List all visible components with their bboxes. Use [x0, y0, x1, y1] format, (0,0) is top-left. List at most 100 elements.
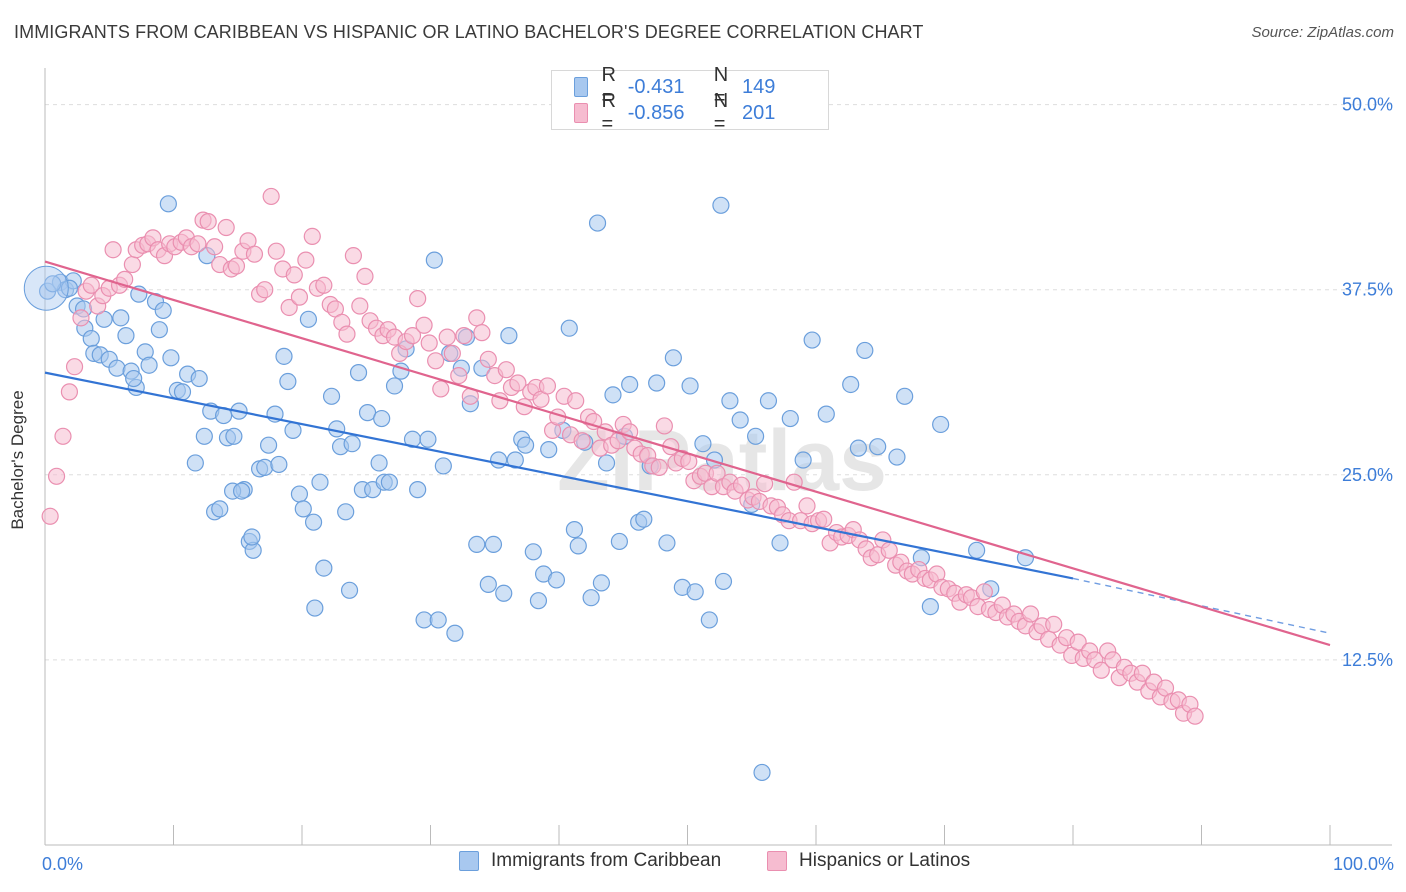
data-point-immigrants: [856, 341, 874, 360]
data-point-hispanics: [280, 298, 298, 317]
legend-swatch-blue: [574, 77, 588, 97]
data-point-hispanics: [450, 366, 468, 385]
data-point-immigrants: [547, 571, 566, 589]
data-point-immigrants: [842, 375, 860, 394]
data-point-immigrants: [714, 572, 733, 591]
data-point-hispanics: [290, 288, 309, 306]
legend-swatch-pink: [574, 103, 588, 123]
data-point-immigrants: [108, 359, 126, 377]
data-point-immigrants: [225, 427, 243, 445]
data-point-immigrants: [343, 435, 361, 453]
data-point-immigrants: [781, 409, 799, 428]
data-point-immigrants: [721, 392, 739, 410]
data-point-hispanics: [415, 316, 433, 334]
data-point-immigrants: [817, 405, 835, 423]
data-point-immigrants: [658, 534, 676, 552]
y-tick-label: 25.0%: [1342, 465, 1393, 485]
data-point-hispanics: [650, 458, 668, 477]
data-point-hispanics: [1092, 661, 1110, 679]
data-point-hispanics: [227, 257, 246, 275]
y-axis-label: Bachelor's Degree: [8, 390, 27, 530]
data-point-immigrants: [275, 347, 293, 365]
data-point-hispanics: [206, 238, 224, 256]
data-point-hispanics: [455, 327, 473, 345]
data-point-hispanics: [47, 467, 66, 485]
data-point-hispanics: [189, 235, 207, 253]
data-point-immigrants: [747, 427, 765, 445]
data-point-immigrants: [597, 454, 616, 472]
data-point-immigrants: [888, 448, 906, 466]
data-point-hispanics: [217, 218, 235, 237]
data-point-hispanics: [567, 392, 585, 410]
data-point-immigrants: [648, 374, 666, 392]
data-point-immigrants: [803, 331, 821, 349]
x-tick-max: 100.0%: [1332, 854, 1394, 874]
data-point-hispanics: [1045, 615, 1063, 633]
data-point-hispanics: [403, 327, 422, 345]
data-point-immigrants: [529, 592, 548, 610]
data-point-immigrants: [479, 575, 497, 593]
data-point-immigrants: [370, 454, 388, 472]
data-point-immigrants: [162, 349, 180, 367]
data-point-hispanics: [655, 417, 673, 435]
data-point-hispanics: [479, 350, 497, 368]
legend-item-hispanics: Hispanics or Latinos: [767, 850, 970, 872]
data-point-immigrants: [712, 196, 730, 214]
data-point-immigrants: [468, 535, 486, 554]
data-point-hispanics: [104, 241, 122, 259]
data-point-hispanics: [54, 427, 72, 445]
data-point-immigrants: [294, 500, 312, 518]
data-point-hispanics: [41, 507, 59, 525]
data-point-immigrants: [60, 279, 79, 297]
data-point-immigrants: [771, 534, 789, 552]
data-point-hispanics: [351, 297, 369, 315]
data-point-immigrants: [592, 574, 611, 592]
data-point-immigrants: [409, 481, 427, 499]
data-point-hispanics: [123, 255, 141, 274]
r-label: R =: [601, 64, 616, 109]
source-label: Source: ZipAtlas.com: [1251, 24, 1394, 41]
data-point-hispanics: [60, 383, 79, 401]
legend-label-hispanics: Hispanics or Latinos: [799, 850, 971, 871]
data-point-immigrants: [150, 321, 168, 339]
data-point-immigrants: [117, 327, 135, 345]
data-point-immigrants: [524, 543, 542, 561]
n-label: N =: [713, 64, 729, 109]
data-point-immigrants: [322, 387, 341, 405]
data-point-immigrants: [434, 457, 452, 475]
data-point-hispanics: [1133, 664, 1151, 682]
data-point-hispanics: [303, 227, 321, 246]
data-point-immigrants: [233, 482, 251, 500]
data-point-hispanics: [315, 276, 333, 294]
data-point-cluster: [23, 265, 69, 311]
data-point-immigrants: [635, 510, 653, 528]
data-point-immigrants: [582, 589, 600, 607]
data-point-immigrants: [506, 451, 524, 469]
data-point-hispanics: [798, 497, 816, 515]
data-point-hispanics: [497, 361, 515, 379]
data-point-hispanics: [1186, 707, 1204, 725]
data-point-immigrants: [259, 436, 278, 454]
data-point-hispanics: [356, 267, 374, 285]
data-point-hispanics: [1021, 605, 1040, 623]
data-point-immigrants: [304, 513, 323, 531]
trend-line-immigrants: [44, 371, 1074, 580]
data-point-hispanics: [65, 358, 84, 376]
data-point-immigrants: [686, 583, 704, 601]
data-point-immigrants: [154, 301, 172, 320]
data-point-immigrants: [500, 327, 518, 345]
y-tick-labels: 12.5% 25.0% 37.5% 50.0%: [1342, 95, 1393, 670]
data-point-hispanics: [256, 281, 274, 299]
data-point-hispanics: [573, 432, 591, 450]
data-point-immigrants: [700, 611, 718, 629]
data-point-hispanics: [538, 377, 557, 395]
data-point-immigrants: [311, 473, 329, 491]
data-point-hispanics: [509, 374, 527, 392]
data-point-hispanics: [344, 247, 362, 265]
data-point-immigrants: [82, 329, 100, 348]
data-point-immigrants: [349, 364, 368, 382]
data-point-immigrants: [495, 584, 513, 602]
data-point-hispanics: [468, 309, 486, 327]
data-point-hispanics: [285, 266, 303, 284]
data-point-hispanics: [262, 187, 280, 206]
